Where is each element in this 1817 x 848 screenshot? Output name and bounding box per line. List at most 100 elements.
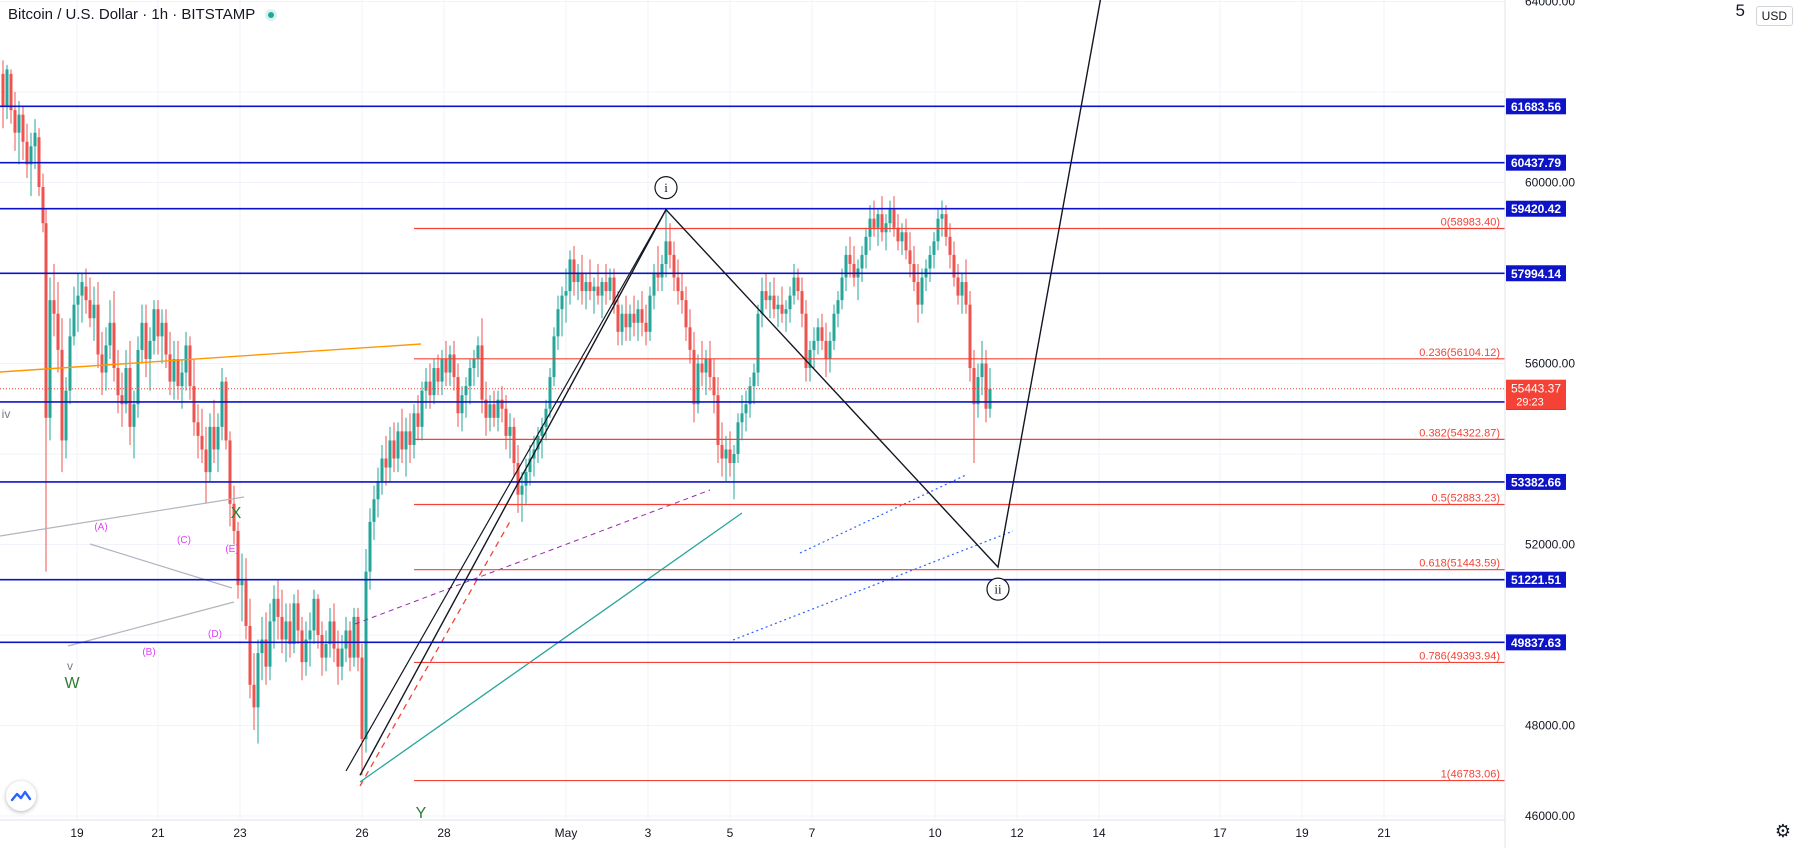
candle-body: [728, 449, 732, 464]
candle-body: [416, 413, 420, 427]
candle-body: [512, 426, 516, 464]
candle-body: [264, 639, 268, 667]
candle-body: [736, 422, 740, 454]
blue-level-label: 59420.42: [1511, 202, 1561, 216]
candle-body: [816, 327, 820, 341]
time-tick-label: 19: [1295, 826, 1309, 840]
current-price-badge: [1506, 379, 1566, 410]
candle-body: [536, 435, 540, 450]
candle-body: [688, 327, 692, 350]
chart-drawings: [0, 343, 1014, 787]
candle-body: [108, 322, 112, 346]
candle-body: [696, 363, 700, 405]
candle-body: [768, 295, 772, 301]
candle-body: [80, 282, 84, 296]
candle-body: [876, 214, 880, 228]
time-tick-label: 26: [355, 826, 369, 840]
candle-body: [348, 630, 352, 658]
candle-body: [400, 431, 404, 450]
candle-body: [820, 327, 824, 341]
symbol-title[interactable]: Bitcoin / U.S. Dollar · 1h · BITSTAMP: [8, 6, 278, 23]
candle-body: [880, 214, 884, 233]
candle-body: [504, 408, 508, 436]
gear-icon[interactable]: ⚙: [1774, 821, 1791, 841]
candle-body: [516, 463, 520, 495]
candle-body: [356, 616, 360, 658]
time-tick-label: 12: [1010, 826, 1024, 840]
fib-level-label: 1(46783.06): [1441, 769, 1500, 781]
candle-body: [872, 218, 876, 228]
candle-body: [624, 313, 628, 328]
blue-level-badge: [1506, 265, 1566, 282]
candle-body: [288, 621, 292, 645]
candle-body: [280, 616, 284, 640]
candle-body: [844, 254, 848, 278]
wave-one-line: [345, 209, 667, 772]
candle-body: [33, 132, 37, 147]
time-tick-label: 28: [437, 826, 451, 840]
tradingview-logo-icon[interactable]: [6, 781, 36, 811]
candle-body: [240, 580, 244, 586]
candle-body: [608, 277, 612, 292]
candle-body: [848, 254, 852, 264]
candle-body: [792, 277, 796, 296]
candle-body: [724, 449, 728, 459]
candle-body: [352, 616, 356, 658]
candle-body: [916, 282, 920, 305]
wave-label: (B): [142, 647, 155, 658]
triangle-upper-line: [0, 496, 245, 537]
candle-body: [500, 399, 504, 409]
blue-level-label: 51221.51: [1511, 573, 1561, 587]
fib-level-label: 0.382(54322.87): [1419, 427, 1500, 439]
candle-body: [148, 340, 152, 359]
candle-body: [976, 377, 980, 405]
fib-level-label: 0(58983.40): [1441, 217, 1500, 229]
price-tick-label: 60000.00: [1525, 176, 1575, 190]
candle-body: [580, 273, 584, 292]
candle-body: [368, 521, 372, 572]
candle-body: [644, 322, 648, 332]
wave-label: Y: [416, 805, 427, 822]
candle-body: [956, 277, 960, 296]
candle-body: [56, 313, 60, 350]
wave-label: (D): [208, 629, 222, 640]
candle-body: [480, 345, 484, 400]
candle-body: [236, 530, 240, 586]
blue-level-badge: [1506, 571, 1566, 588]
candle-body: [408, 431, 412, 445]
candle-body: [188, 345, 192, 387]
triangle-lower-line: [67, 601, 235, 647]
time-tick-label: 14: [1092, 826, 1106, 840]
candle-body: [312, 598, 316, 631]
projection-path: [359, 0, 1102, 776]
candle-body: [596, 286, 600, 296]
candle-body: [756, 313, 760, 373]
candle-body: [796, 277, 800, 292]
candle-body: [428, 381, 432, 396]
candle-body: [920, 277, 924, 305]
candle-body: [712, 377, 716, 396]
candle-body: [932, 241, 936, 255]
horizontal-levels: 61683.5660437.7959420.4257994.1455150.93…: [0, 98, 1566, 651]
candle-body: [380, 458, 384, 482]
candle-body: [456, 377, 460, 414]
candle-body: [632, 313, 636, 323]
candle-body: [964, 282, 968, 305]
time-tick-label: 3: [645, 826, 652, 840]
candle-body: [48, 300, 52, 418]
time-axis[interactable]: 19 21 23 26 28 May 3 5 7 10 12 14 17 19 21: [0, 819, 1505, 840]
elliott-projection: iiiiiiiv: [345, 0, 1102, 776]
candle-body: [204, 449, 208, 473]
candle-body: [164, 322, 168, 355]
candle-body: [228, 440, 232, 504]
candle-body: [13, 110, 17, 133]
candle-body: [664, 241, 668, 264]
candle-body: [980, 363, 984, 378]
price-axis[interactable]: 46000.00 48000.00 52000.00 56000.00 60000.00…: [1504, 0, 1575, 848]
candle-body: [700, 363, 704, 373]
blue-level-label: 53382.66: [1511, 475, 1561, 489]
candle-body: [780, 304, 784, 314]
currency-button[interactable]: USD: [1755, 6, 1793, 26]
time-tick-label: 7: [809, 826, 816, 840]
